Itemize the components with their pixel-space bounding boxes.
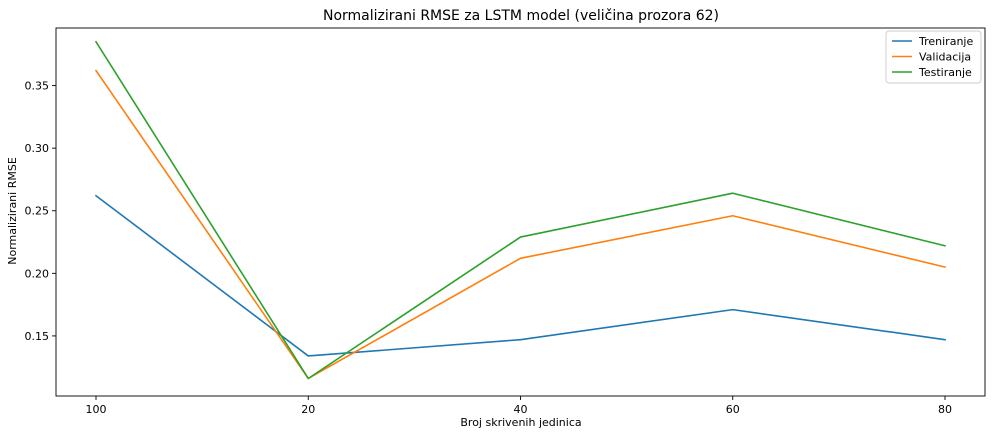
series-line-0 xyxy=(94,194,946,357)
x-tick-label: 20 xyxy=(301,403,315,416)
plot-frame xyxy=(55,27,986,397)
y-tick-label: 0.25 xyxy=(25,205,50,218)
legend-label-2: Testiranje xyxy=(918,66,972,79)
x-axis-label: Broj skrivenih jedinica xyxy=(460,416,581,429)
y-tick-label: 0.15 xyxy=(25,330,50,343)
x-tick-label: 80 xyxy=(938,403,952,416)
series-line-1 xyxy=(94,69,946,380)
legend-label-0: Treniranje xyxy=(918,35,973,48)
x-tick-label: 60 xyxy=(726,403,740,416)
legend-box xyxy=(885,30,982,84)
legend-label-1: Validacija xyxy=(919,51,971,64)
y-axis-label: Normalizirani RMSE xyxy=(6,157,19,265)
y-tick-label: 0.30 xyxy=(25,142,50,155)
chart-title: Normalizirani RMSE za LSTM model (veliči… xyxy=(323,8,719,24)
series-line-2 xyxy=(94,40,946,380)
y-tick-label: 0.35 xyxy=(25,80,50,93)
y-tick-label: 0.20 xyxy=(25,267,50,280)
x-tick-label: 40 xyxy=(514,403,528,416)
x-tick-label: 100 xyxy=(86,403,107,416)
